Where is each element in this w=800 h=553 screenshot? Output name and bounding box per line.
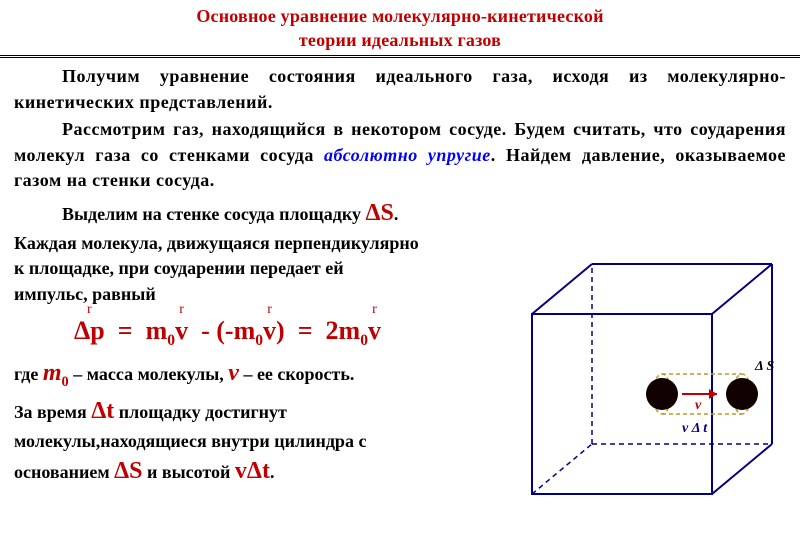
vec-arrow-icon-3: r (267, 303, 272, 317)
title-line-1: Основное уравнение молекулярно-кинетичес… (196, 6, 603, 26)
t2-sub: 0 (255, 333, 263, 350)
delta-t-symbol: Δt (91, 398, 114, 424)
title-line-2: теории идеальных газов (299, 30, 501, 50)
t1-m: m (146, 316, 168, 345)
formula-eq1: = (118, 316, 133, 345)
t3-sub: 0 (360, 333, 368, 350)
l10-c: . (270, 462, 275, 482)
edge-bl-dash (532, 444, 592, 494)
paragraph-3: Выделим на стенке сосуда площадку ΔS. (14, 196, 514, 230)
t2-v: v (263, 316, 276, 345)
paragraph-2: Рассмотрим газ, находящийся в некотором … (14, 117, 786, 194)
delta-s-symbol: ΔS (365, 200, 393, 226)
para2-emph: абсолютно упругие (324, 145, 491, 165)
label-delta-s: Δ S (754, 359, 775, 374)
formula-eq2: = (298, 316, 313, 345)
slide-body: Получим уравнение состояния идеального г… (0, 58, 800, 547)
para1-text: Получим уравнение состояния идеального г… (14, 66, 786, 112)
l7-b: – масса молекулы, (69, 364, 229, 384)
delta-s-symbol-2: ΔS (114, 458, 142, 484)
molecule-left (646, 378, 678, 410)
t3-m: m (339, 316, 361, 345)
l8-a: За время (14, 402, 91, 422)
formula-two: 2 (326, 316, 339, 345)
cube-figure: Δ S v v Δ t (512, 254, 782, 529)
formula-lparen: (- (216, 316, 233, 345)
t3-v: v (368, 316, 381, 345)
t1-v: v (175, 316, 188, 345)
term2: m0rv (234, 316, 276, 345)
para3-text-a: Выделим на стенке сосуда площадку (62, 204, 365, 224)
formula-rparen: ) (276, 316, 285, 345)
t1-sub: 0 (167, 333, 175, 350)
vec-v1: rv (175, 313, 188, 350)
edge-br (712, 444, 772, 494)
m0-m: m (43, 360, 62, 386)
edge-tl (532, 264, 592, 314)
v-symbol: v (228, 360, 239, 386)
vec-v2: rv (263, 313, 276, 350)
l7-a: где (14, 364, 43, 384)
label-vdt: v Δ t (682, 421, 708, 436)
term1: m0rv (146, 316, 195, 345)
label-v: v (695, 398, 702, 413)
vec-arrow-icon: r (87, 303, 92, 317)
vdt-symbol: vΔt (235, 458, 270, 484)
vec-arrow-icon-4: r (372, 303, 377, 317)
vec-dp: r Δp (74, 313, 105, 350)
slide-title: Основное уравнение молекулярно-кинетичес… (0, 0, 800, 58)
formula-minus: - (201, 316, 210, 345)
m0-symbol: m0 (43, 360, 69, 386)
t2-m: m (234, 316, 256, 345)
cube-front (532, 314, 712, 494)
para3-text-b: . (394, 204, 399, 224)
paragraph-1: Получим уравнение состояния идеального г… (14, 64, 786, 115)
l7-c: – ее скорость. (239, 364, 354, 384)
molecule-right (726, 378, 758, 410)
m0-sub: 0 (62, 374, 69, 390)
formula-lhs: Δp (74, 316, 105, 345)
vec-arrow-icon-2: r (179, 303, 184, 317)
term3: m0rv (339, 316, 381, 345)
l10-b: и высотой (143, 462, 235, 482)
l10-a: основанием (14, 462, 114, 482)
line-4: Каждая молекула, движущаяся перпендикуля… (14, 231, 786, 257)
l8-b: площадку достигнут (114, 402, 287, 422)
edge-tr (712, 264, 772, 314)
vec-v3: rv (368, 313, 381, 350)
